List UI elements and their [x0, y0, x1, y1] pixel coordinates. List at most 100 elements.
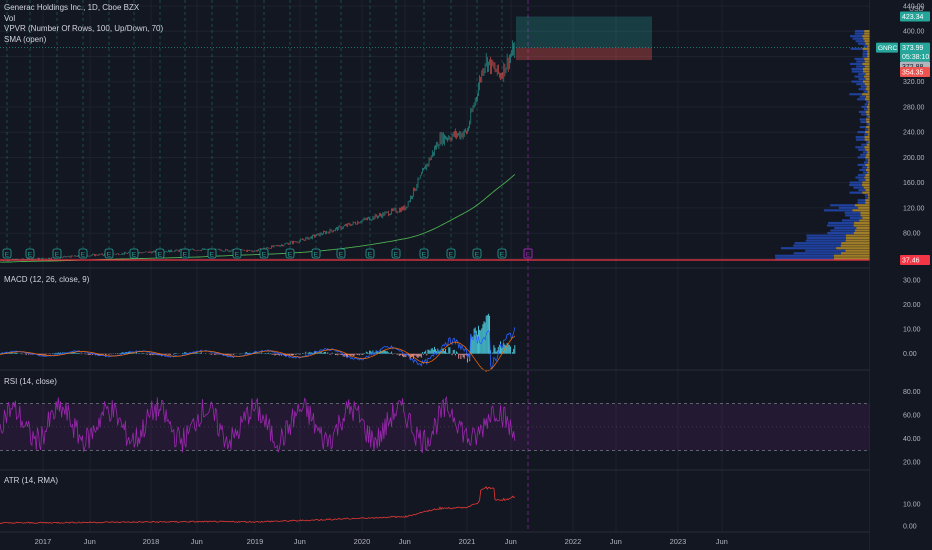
- earnings-marker[interactable]: E: [365, 248, 375, 259]
- price-tick-label: 240.00: [903, 130, 925, 137]
- vpvr-bar-up: [865, 158, 869, 161]
- earnings-marker[interactable]: E: [25, 248, 35, 259]
- vpvr-bar-down: [862, 67, 870, 71]
- volume-profile: [775, 30, 870, 260]
- earnings-marker[interactable]: E: [311, 248, 321, 259]
- earnings-marker[interactable]: E: [180, 248, 190, 259]
- earnings-marker[interactable]: E: [155, 248, 165, 259]
- price-axis[interactable]: USD440.00400.00360.00320.00280.00240.002…: [870, 0, 932, 550]
- vpvr-bar-down: [862, 216, 870, 220]
- earnings-marker[interactable]: E: [472, 248, 482, 259]
- vpvr-bar-up: [834, 226, 857, 230]
- atr-title[interactable]: ATR (14, RMA): [4, 476, 59, 485]
- vpvr-bar-down: [867, 108, 870, 111]
- vpvr-bar-up: [849, 184, 863, 187]
- time-tick-label: 2020: [354, 537, 371, 546]
- vpvr-bar-up: [857, 163, 866, 167]
- vpvr-bar-down: [865, 199, 870, 202]
- vpvr-bar-down: [864, 75, 870, 78]
- vpvr-bar-up: [858, 189, 866, 192]
- vpvr-bar-down: [868, 196, 870, 199]
- vpvr-bar-up: [857, 98, 866, 101]
- symbol-title[interactable]: Generac Holdings Inc., 1D, Cboe BZX: [4, 3, 140, 12]
- time-tick-label: Jun: [191, 537, 203, 546]
- earnings-marker[interactable]: E: [207, 248, 217, 259]
- vpvr-bar-down: [868, 123, 870, 126]
- macd-tick-label: 0.00: [903, 351, 917, 358]
- vpvr-bar-down: [860, 211, 870, 214]
- earnings-marker[interactable]: E: [52, 248, 62, 259]
- vpvr-bar-up: [849, 93, 863, 96]
- earnings-marker[interactable]: E: [419, 248, 429, 259]
- vpvr-bar-down: [860, 214, 870, 217]
- time-tick-label: 2017: [35, 537, 52, 546]
- earnings-marker[interactable]: E: [78, 248, 88, 259]
- vpvr-bar-up: [862, 171, 868, 174]
- vpvr-bar-up: [858, 178, 866, 182]
- vpvr-bar-up: [862, 50, 868, 53]
- earnings-marker[interactable]: E: [104, 248, 114, 259]
- vpvr-indicator-label[interactable]: VPVR (Number Of Rows, 100, Up/Down, 70): [4, 24, 164, 33]
- vpvr-bar-down: [854, 204, 870, 207]
- vpvr-bar-down: [868, 100, 870, 103]
- vpvr-bar-down: [845, 239, 870, 242]
- vpvr-bar-up: [860, 153, 867, 156]
- vpvr-bar-up: [856, 65, 865, 68]
- time-tick-label: 2022: [565, 537, 582, 546]
- price-axis-bg: [870, 0, 932, 550]
- vpvr-bar-up: [849, 181, 863, 184]
- future-earnings-marker[interactable]: E: [523, 248, 533, 259]
- earnings-marker[interactable]: E: [259, 248, 269, 259]
- earnings-marker[interactable]: E: [2, 248, 12, 259]
- vpvr-bar-down: [865, 189, 870, 192]
- vpvr-bar-down: [852, 209, 870, 212]
- vpvr-bar-up: [859, 118, 867, 121]
- vpvr-bar-down: [867, 133, 870, 136]
- vpvr-bar-down: [845, 234, 870, 237]
- target-zone: [516, 16, 652, 48]
- vpvr-bar-up: [780, 247, 837, 250]
- vpvr-bar-down: [867, 161, 870, 164]
- vpvr-bar-up: [852, 37, 864, 40]
- vpvr-bar-down: [864, 30, 870, 33]
- earnings-marker[interactable]: E: [446, 248, 456, 259]
- long-position-tool[interactable]: [516, 16, 652, 61]
- earnings-marker[interactable]: E: [285, 248, 295, 259]
- vpvr-bar-up: [853, 186, 864, 189]
- vpvr-bar-up: [849, 191, 863, 194]
- vol-indicator-label[interactable]: Vol: [4, 13, 16, 23]
- earnings-marker[interactable]: E: [336, 248, 346, 259]
- time-tick-label: Jun: [294, 537, 306, 546]
- earnings-marker[interactable]: E: [232, 248, 242, 259]
- vpvr-bar-up: [862, 151, 868, 154]
- macd-title[interactable]: MACD (12, 26, close, 9): [4, 275, 90, 284]
- vpvr-bar-up: [830, 204, 855, 207]
- vpvr-bar-up: [863, 45, 868, 48]
- earnings-marker[interactable]: E: [497, 248, 507, 259]
- vpvr-bar-down: [864, 60, 870, 63]
- earnings-marker-box: [472, 248, 482, 259]
- vpvr-bar-up: [857, 156, 866, 159]
- sma-indicator-label[interactable]: SMA (open): [4, 34, 47, 44]
- vpvr-bar-up: [860, 120, 867, 124]
- price-tick-label: 200.00: [903, 155, 925, 162]
- macd-tick-label: 10.00: [903, 327, 921, 334]
- vpvr-bar-down: [865, 201, 870, 204]
- earnings-marker[interactable]: E: [391, 248, 401, 259]
- rsi-title[interactable]: RSI (14, close): [4, 377, 57, 386]
- price-tick-label: 120.00: [903, 205, 925, 212]
- future-earnings-label: E: [526, 252, 531, 259]
- time-axis[interactable]: 2017 Jun 2018 Jun 2019 Jun 2020 Jun 2021 Jun 2022 J…: [35, 537, 728, 546]
- earnings-marker[interactable]: E: [129, 248, 139, 259]
- rsi-tick-label: 20.00: [903, 460, 921, 467]
- price-tick-label: 160.00: [903, 180, 925, 187]
- vpvr-bar-down: [865, 173, 870, 177]
- time-tick-label: 2023: [670, 537, 687, 546]
- earnings-marker-label: E: [475, 252, 480, 259]
- chart-legend: Generac Holdings Inc., 1D, Cboe BZX Vol …: [4, 3, 163, 45]
- last-price-badge-bg: [900, 42, 930, 53]
